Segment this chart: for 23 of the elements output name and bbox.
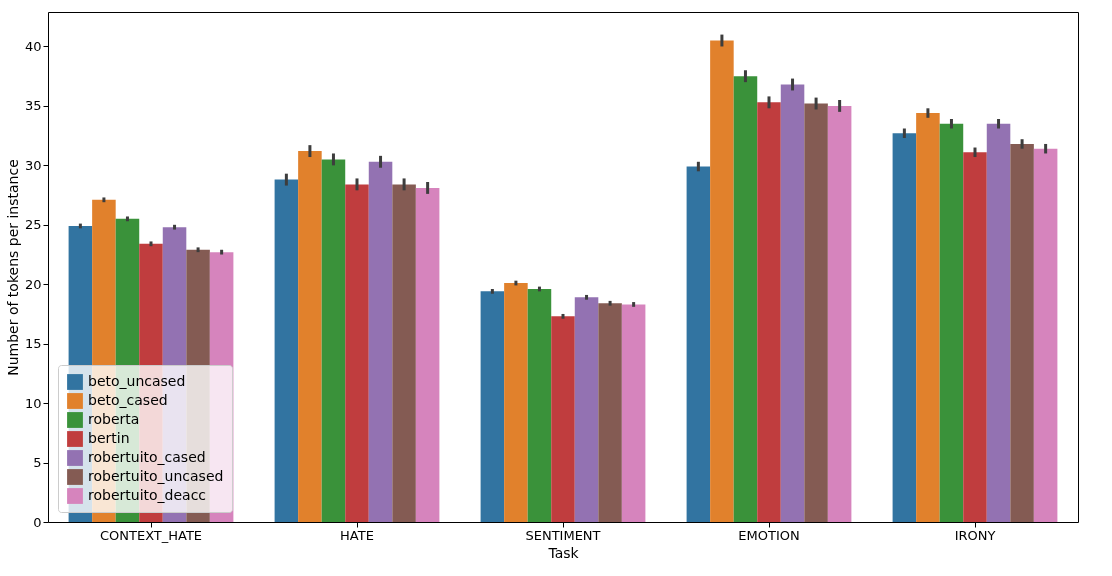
- y-tick-label: 40: [24, 38, 42, 54]
- legend-label: robertuito_uncased: [88, 468, 224, 484]
- y-axis-title: Number of tokens per instance: [4, 159, 21, 376]
- y-tick-label: 15: [24, 336, 42, 352]
- y-tick-label: 0: [33, 514, 42, 530]
- y-tick-label: 35: [24, 98, 42, 114]
- legend-label: roberta: [88, 411, 140, 427]
- x-axis-title: Task: [547, 544, 580, 561]
- legend-label: bertin: [88, 430, 130, 446]
- x-tick-label: SENTIMENT: [525, 527, 601, 543]
- y-tick-label: 5: [33, 455, 42, 471]
- y-tick-label: 30: [24, 157, 42, 173]
- legend-label: robertuito_deacc: [88, 487, 207, 503]
- y-tick-label: 10: [24, 395, 42, 411]
- x-tick-label: IRONY: [954, 527, 996, 543]
- y-tick-label: 25: [24, 217, 42, 233]
- y-tick-label: 20: [24, 276, 42, 292]
- x-tick-label: HATE: [340, 527, 374, 543]
- x-tick-label: CONTEXT_HATE: [99, 527, 203, 543]
- x-tick-label: EMOTION: [738, 527, 800, 543]
- legend-label: robertuito_cased: [88, 449, 206, 465]
- legend-label: beto_cased: [88, 392, 168, 408]
- legend-label: beto_uncased: [88, 373, 186, 389]
